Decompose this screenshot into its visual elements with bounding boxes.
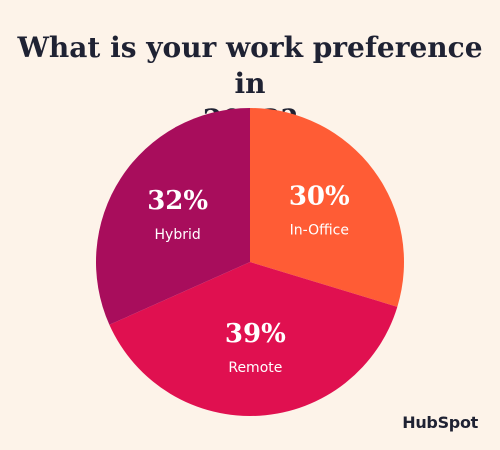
slice-value-label: 39%	[225, 319, 286, 349]
pie-slice-in-office	[250, 108, 404, 307]
slice-category-label: Remote	[228, 360, 282, 376]
slice-category-label: In-Office	[290, 223, 349, 239]
slice-value-label: 32%	[147, 186, 208, 216]
slice-category-label: Hybrid	[155, 227, 201, 243]
pie-slice-remote	[109, 262, 398, 416]
slice-value-label: 30%	[289, 182, 350, 212]
pie-slice-hybrid	[96, 108, 250, 325]
hubspot-logo: HubSpot	[402, 413, 478, 432]
chart-title-line-1: What is your work preference in	[17, 31, 483, 100]
